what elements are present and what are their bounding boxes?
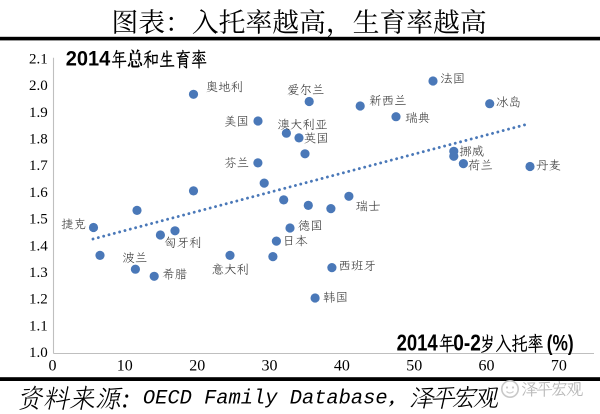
svg-text:1.5: 1.5 bbox=[29, 212, 48, 228]
svg-text:1.7: 1.7 bbox=[29, 158, 48, 174]
svg-text:30: 30 bbox=[262, 357, 278, 374]
svg-text:1.2: 1.2 bbox=[29, 292, 48, 308]
svg-text:2.0: 2.0 bbox=[29, 78, 48, 94]
svg-text:OECD Family Database: OECD Family Database bbox=[143, 387, 388, 410]
svg-text:1.1: 1.1 bbox=[29, 318, 48, 334]
svg-text:1.4: 1.4 bbox=[29, 238, 48, 254]
svg-text:(%): (%) bbox=[547, 331, 574, 356]
svg-text:10: 10 bbox=[117, 357, 133, 374]
svg-text:1.3: 1.3 bbox=[29, 265, 48, 281]
svg-text:1.6: 1.6 bbox=[29, 185, 48, 201]
svg-text:1.9: 1.9 bbox=[29, 105, 48, 121]
svg-text:0-2: 0-2 bbox=[453, 330, 481, 356]
svg-text:20: 20 bbox=[189, 357, 205, 374]
svg-text:50: 50 bbox=[406, 357, 422, 374]
svg-text:0: 0 bbox=[49, 357, 57, 374]
svg-text:60: 60 bbox=[479, 357, 495, 374]
svg-text:70: 70 bbox=[551, 357, 567, 374]
svg-text:1.8: 1.8 bbox=[29, 132, 48, 148]
svg-text:2014: 2014 bbox=[397, 331, 438, 357]
svg-text:40: 40 bbox=[334, 357, 350, 374]
svg-text:1.0: 1.0 bbox=[29, 345, 48, 361]
svg-text:2014: 2014 bbox=[66, 47, 111, 71]
svg-text:2.1: 2.1 bbox=[29, 51, 48, 67]
